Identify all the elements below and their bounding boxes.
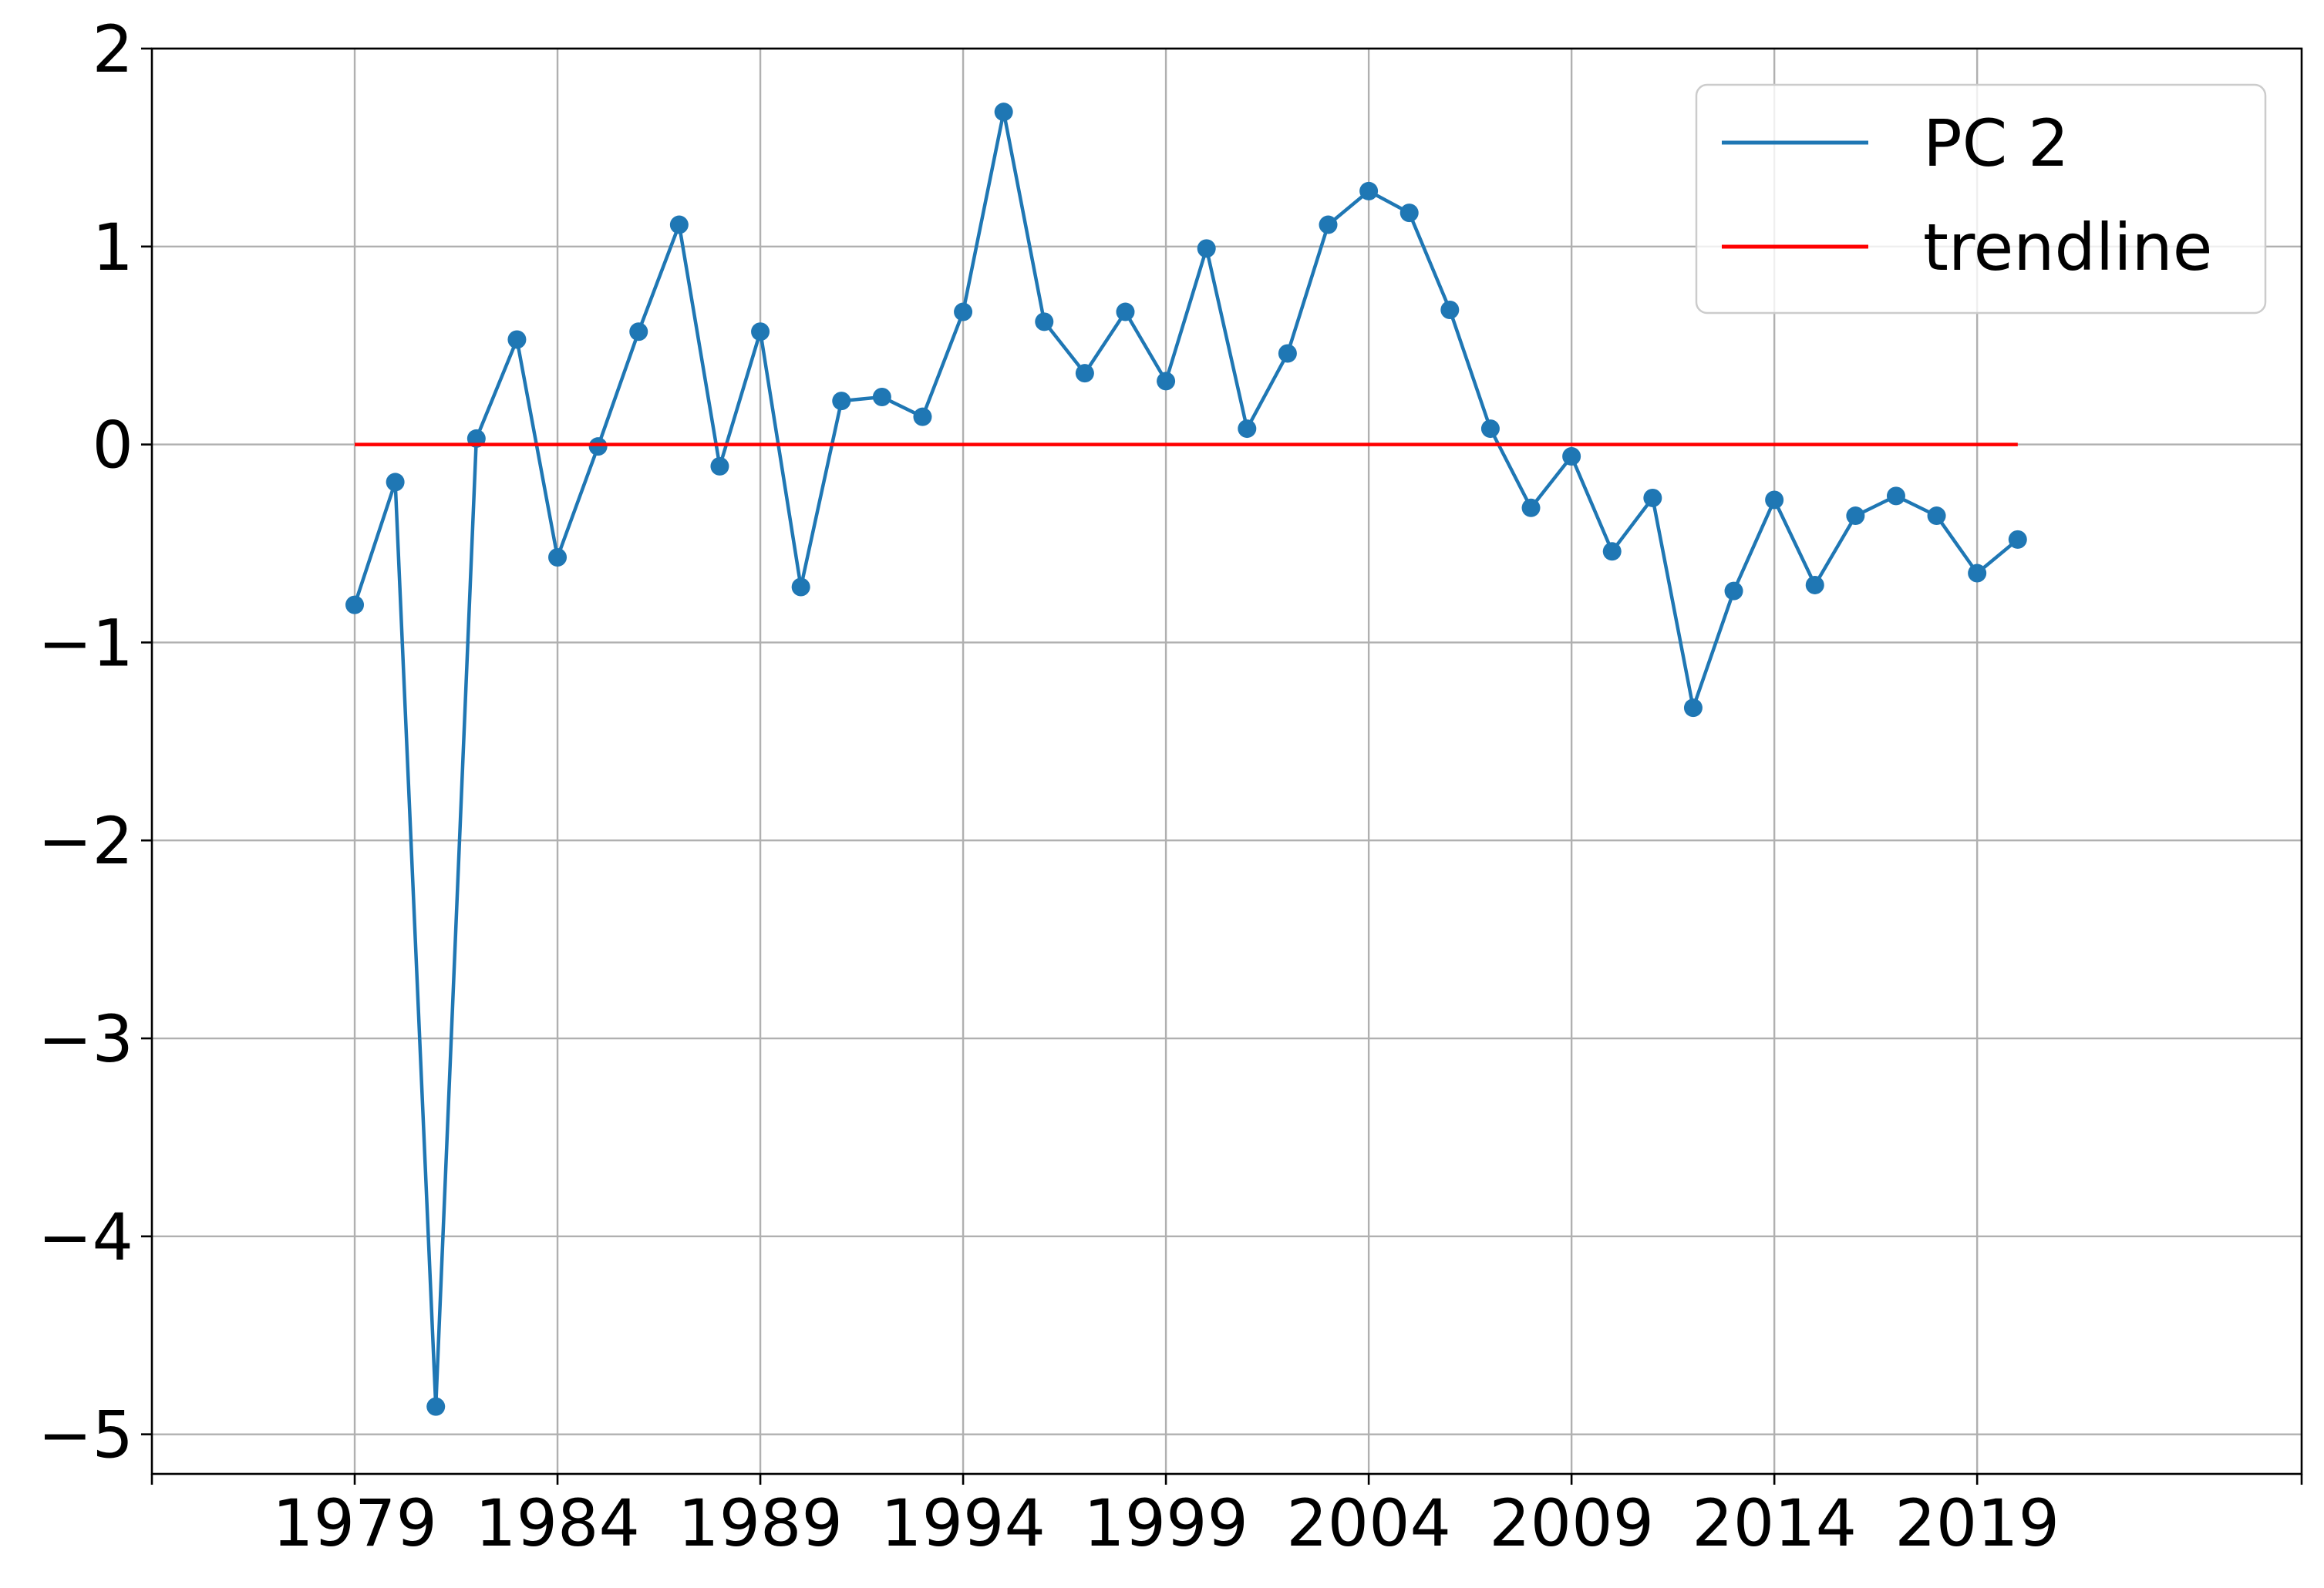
plot-area (345, 103, 2027, 1416)
legend: PC 2 trendline (1695, 83, 2267, 315)
pc-2-point-2005 (1399, 204, 1419, 223)
pc-2-point-1995 (994, 103, 1013, 122)
pc-2-point-2018 (1927, 506, 1946, 526)
pc-2-point-2010 (1602, 542, 1622, 561)
x-tick-label-1994: 1994 (881, 1485, 1046, 1561)
x-tick-label-1979: 1979 (272, 1485, 437, 1561)
pc-2-point-2019 (1968, 564, 1987, 583)
pc-2-point-1986 (629, 322, 648, 341)
pc-2-point-1983 (507, 330, 527, 349)
x-tick-label-1999: 1999 (1083, 1485, 1248, 1561)
pc-2-point-2015 (1805, 575, 1824, 594)
pc-2-point-1993 (913, 407, 932, 426)
pc-2-point-1985 (588, 437, 608, 456)
pc-2-point-2008 (1521, 498, 1541, 517)
y-tick-label-0: 2 (93, 12, 133, 87)
x-tick-label-1989: 1989 (678, 1485, 843, 1561)
pc-2-point-2000 (1197, 239, 1216, 258)
y-tick-label-3: −1 (38, 605, 133, 681)
pc-2-point-1981 (426, 1397, 446, 1416)
pc-2-point-1991 (832, 392, 851, 411)
x-tick-label-1984: 1984 (475, 1485, 640, 1561)
legend-pc2-label: PC 2 (1923, 106, 2069, 181)
pc-2-point-1997 (1075, 364, 1094, 383)
pc-2-point-2009 (1562, 447, 1581, 466)
axes-frame (150, 47, 2303, 1475)
x-tick-label-2014: 2014 (1692, 1485, 1857, 1561)
pc-2-point-1994 (954, 302, 973, 321)
pc-2-point-2014 (1765, 490, 1784, 510)
pc-2-point-2006 (1440, 300, 1460, 319)
pc-2-point-2013 (1724, 581, 1743, 601)
pc-2-point-1987 (669, 215, 689, 234)
y-tick-label-4: −2 (38, 803, 133, 879)
pc-2-point-1980 (386, 473, 405, 492)
pc-2-point-1988 (710, 456, 729, 476)
pc-2-point-2001 (1238, 419, 1257, 439)
pc-2-point-1996 (1035, 312, 1054, 331)
y-tick-label-2: 0 (93, 408, 133, 483)
y-tick-label-1: 1 (93, 210, 133, 285)
pc-2-point-2012 (1683, 698, 1703, 718)
pc-2-point-2002 (1278, 344, 1297, 363)
pc-2-point-1979 (345, 595, 365, 614)
pc-2-point-2004 (1359, 181, 1379, 200)
pc-2-point-1989 (751, 322, 770, 341)
y-tick-label-7: −5 (38, 1398, 133, 1473)
axis-ticks: 1979 1984 1989 1994 1999 2004 2009 2014 2019 2 1 0 −… (38, 12, 2303, 1561)
y-tick-label-5: −3 (38, 1001, 133, 1077)
legend-trendline-label: trendline (1923, 210, 2212, 285)
pc-2-line (352, 109, 2019, 1408)
pc-2-point-1998 (1116, 302, 1135, 321)
pc-2-point-1984 (548, 547, 568, 567)
x-tick-label-2004: 2004 (1286, 1485, 1451, 1561)
axes (150, 47, 2303, 1475)
pc-2-point-2011 (1643, 488, 1662, 507)
pc-2-point-2003 (1319, 215, 1338, 234)
pc-2-point-1999 (1157, 372, 1176, 391)
x-tick-label-2019: 2019 (1895, 1485, 2060, 1561)
x-tick-label-2009: 2009 (1489, 1485, 1654, 1561)
pc-2-point-1992 (872, 387, 891, 406)
y-tick-label-6: −4 (38, 1199, 133, 1275)
pc-2-point-1990 (791, 577, 810, 597)
pc-2-point-2020 (2008, 530, 2027, 549)
pc-2-point-2016 (1846, 506, 1865, 526)
pc-2-point-2017 (1886, 486, 1905, 506)
pc-2-point-2007 (1480, 419, 1500, 439)
